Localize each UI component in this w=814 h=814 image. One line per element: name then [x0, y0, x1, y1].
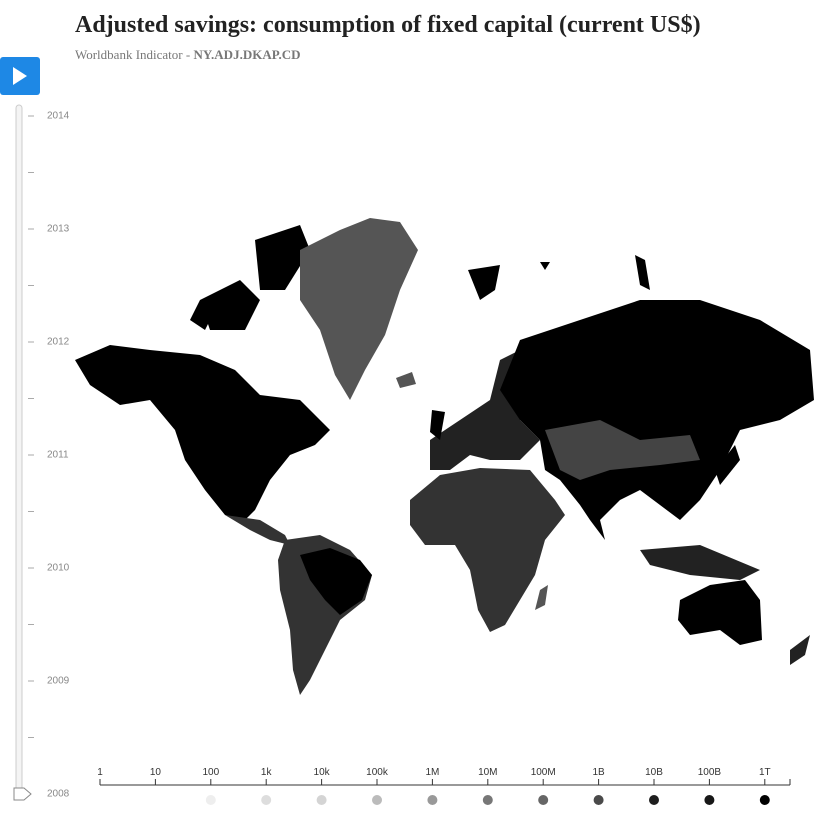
year-label: 2009 — [47, 676, 70, 687]
legend-label: 1 — [97, 767, 103, 778]
legend-label: 1T — [759, 767, 771, 778]
legend-swatch — [316, 795, 327, 805]
legend-label: 10M — [478, 767, 497, 778]
year-label: 2012 — [47, 337, 70, 348]
subtitle-prefix: Worldbank Indicator - — [75, 47, 193, 62]
slider-handle[interactable] — [13, 787, 32, 801]
subtitle: Worldbank Indicator - NY.ADJ.DKAP.CD — [75, 47, 300, 62]
play-button[interactable] — [0, 57, 40, 95]
legend-swatch — [649, 795, 659, 805]
madagascar — [535, 585, 548, 610]
legend-label: 1M — [425, 767, 439, 778]
arctic-isles-east — [468, 255, 650, 300]
legend-label: 100B — [698, 767, 722, 778]
central-america — [225, 515, 290, 545]
legend-label: 10k — [314, 767, 331, 778]
north-america — [75, 345, 330, 520]
legend-swatch — [704, 795, 715, 805]
title: Adjusted savings: consumption of fixed c… — [75, 12, 701, 38]
australia — [678, 580, 762, 645]
legend-swatch — [759, 795, 770, 805]
africa — [410, 468, 565, 632]
timeline: 2014 2013 2012 2011 2010 2009 2008 — [28, 111, 70, 800]
legend-swatch — [261, 795, 272, 805]
legend-label: 10 — [150, 767, 162, 778]
asia — [500, 300, 814, 540]
slider-track[interactable] — [15, 104, 23, 798]
southeast-asia — [640, 545, 760, 580]
legend-label: 100k — [366, 767, 389, 778]
year-label: 2008 — [47, 789, 70, 800]
central-asia — [545, 420, 700, 480]
legend-label: 100 — [202, 767, 219, 778]
iceland — [396, 372, 416, 388]
britain — [430, 410, 445, 440]
play-icon[interactable] — [13, 67, 27, 85]
year-label: 2013 — [47, 224, 70, 235]
legend-swatch — [372, 795, 382, 805]
legend-swatch — [593, 795, 604, 805]
brazil — [300, 548, 372, 615]
legend-label: 1B — [592, 767, 605, 778]
legend-label: 100M — [531, 767, 556, 778]
new-zealand — [790, 635, 810, 665]
greenland — [300, 218, 418, 400]
legend-swatch — [205, 795, 216, 805]
legend-label: 10B — [645, 767, 663, 778]
japan — [715, 445, 740, 485]
legend-swatch — [427, 795, 438, 805]
legend: 1 10 100 1k 10k 100k 1M 10M 100M 1B 10B 100B 1T — [97, 767, 791, 805]
year-label: 2011 — [47, 450, 69, 461]
legend-label: 1k — [261, 767, 273, 778]
arctic-islands — [190, 225, 310, 330]
year-label: 2014 — [47, 111, 70, 122]
subtitle-code: NY.ADJ.DKAP.CD — [193, 47, 300, 62]
world-map — [75, 218, 814, 695]
legend-swatch — [482, 795, 493, 805]
year-label: 2010 — [47, 563, 70, 574]
legend-swatch — [538, 795, 549, 805]
